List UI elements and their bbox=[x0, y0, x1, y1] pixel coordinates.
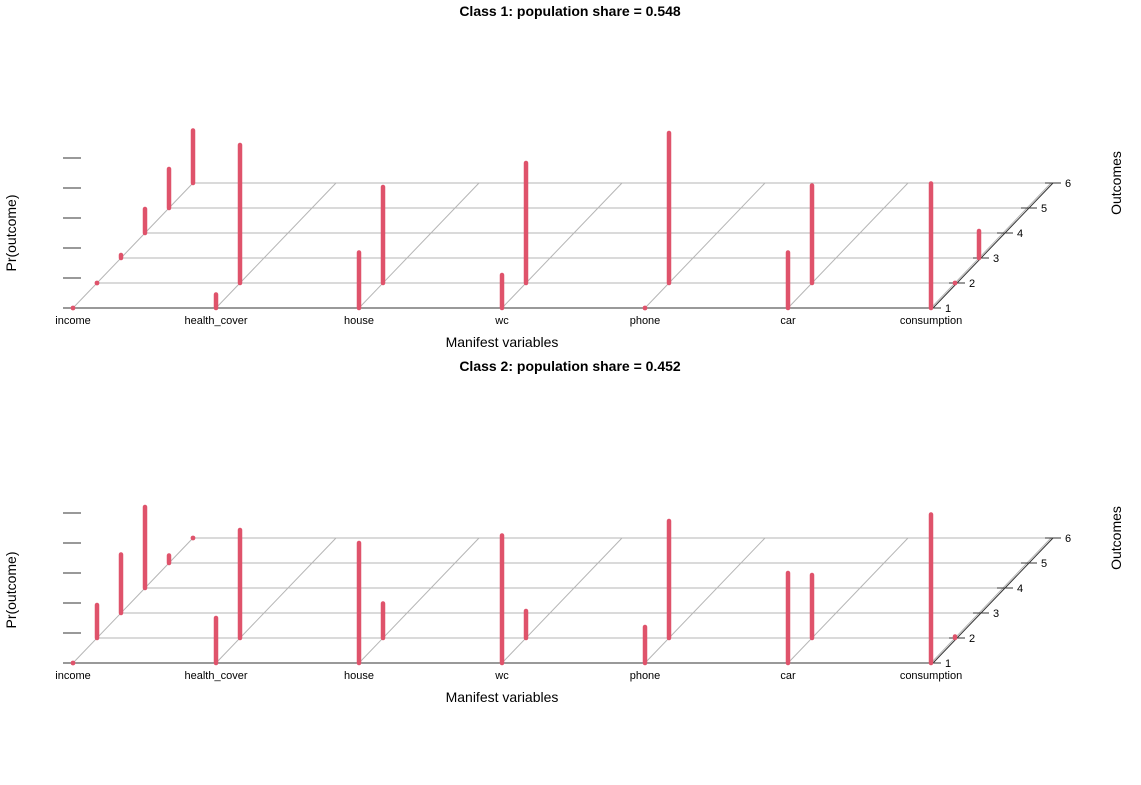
bar-point bbox=[642, 305, 648, 311]
grid-line-depth bbox=[501, 537, 623, 664]
bar-point bbox=[952, 280, 958, 286]
z-tick-label: 3 bbox=[993, 253, 999, 265]
z-tick-label: 6 bbox=[1065, 533, 1071, 545]
x-tick-label: wc bbox=[494, 670, 509, 682]
bar-point bbox=[94, 280, 100, 286]
bar-point bbox=[70, 660, 76, 666]
x-tick-label: income bbox=[55, 670, 90, 682]
grid-line-depth bbox=[644, 182, 766, 309]
grid-line-depth bbox=[787, 182, 909, 309]
grid-line-depth bbox=[501, 182, 623, 309]
z-axis-label: Outcomes bbox=[1108, 151, 1124, 215]
z-tick-label: 4 bbox=[1017, 228, 1023, 240]
grid-line-depth bbox=[930, 182, 1052, 309]
x-tick-label: house bbox=[344, 315, 374, 327]
chart-title: Class 1: population share = 0.548 bbox=[459, 3, 681, 19]
bar-point bbox=[190, 535, 196, 541]
grid-line-depth bbox=[72, 537, 194, 664]
z-tick-label: 1 bbox=[945, 658, 951, 670]
grid-line-depth bbox=[358, 182, 480, 309]
y-axis-label: Pr(outcome) bbox=[3, 194, 19, 271]
z-tick-label: 1 bbox=[945, 303, 951, 315]
x-axis-label: Manifest variables bbox=[446, 689, 559, 705]
z-tick-label: 5 bbox=[1041, 558, 1047, 570]
x-tick-label: consumption bbox=[900, 670, 962, 682]
chart-title: Class 2: population share = 0.452 bbox=[459, 358, 681, 374]
grid-line-depth bbox=[644, 537, 766, 664]
x-tick-label: car bbox=[780, 670, 796, 682]
grid-line-depth bbox=[215, 537, 337, 664]
z-tick-label: 2 bbox=[969, 633, 975, 645]
x-axis-label: Manifest variables bbox=[446, 334, 559, 350]
z-axis-label: Outcomes bbox=[1108, 506, 1124, 570]
x-tick-label: health_cover bbox=[185, 670, 248, 682]
z-tick-label: 2 bbox=[969, 278, 975, 290]
x-tick-label: health_cover bbox=[185, 315, 248, 327]
z-axis-line bbox=[932, 182, 1054, 309]
grid-line-depth bbox=[930, 537, 1052, 664]
x-tick-label: car bbox=[780, 315, 796, 327]
y-axis-label: Pr(outcome) bbox=[3, 551, 19, 628]
grid-line-depth bbox=[72, 182, 194, 309]
x-tick-label: phone bbox=[630, 670, 661, 682]
z-tick-label: 4 bbox=[1017, 583, 1023, 595]
grid-line-depth bbox=[215, 182, 337, 309]
x-tick-label: house bbox=[344, 670, 374, 682]
x-tick-label: wc bbox=[494, 315, 509, 327]
x-tick-label: phone bbox=[630, 315, 661, 327]
grid-line-depth bbox=[358, 537, 480, 664]
grid-line-depth bbox=[787, 537, 909, 664]
x-tick-label: consumption bbox=[900, 315, 962, 327]
z-axis-line bbox=[932, 537, 1054, 664]
bar-point bbox=[70, 305, 76, 311]
z-tick-label: 5 bbox=[1041, 203, 1047, 215]
z-tick-label: 6 bbox=[1065, 178, 1071, 190]
chart-panel-2: Class 2: population share = 0.452 Pr(outc… bbox=[3, 358, 1124, 705]
chart-panel-1: Class 1: population share = 0.548 Pr(outc… bbox=[3, 3, 1124, 350]
z-tick-label: 3 bbox=[993, 608, 999, 620]
x-tick-label: income bbox=[55, 315, 90, 327]
